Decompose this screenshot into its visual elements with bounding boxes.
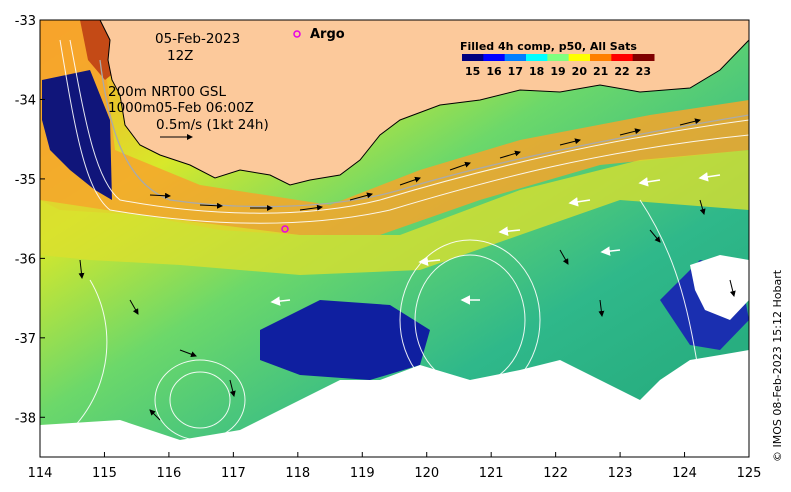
annotation-line1: 200m NRT00 GSL xyxy=(108,84,226,100)
colorbar-tick-label: 21 xyxy=(593,65,608,78)
colorbar xyxy=(462,54,655,61)
colorbar-swatch xyxy=(590,54,612,61)
x-tick-label: 122 xyxy=(543,466,568,481)
colorbar-tick-label: 20 xyxy=(572,65,588,78)
x-tick-label: 121 xyxy=(479,466,504,481)
colorbar-swatch xyxy=(568,54,591,61)
cloud-mask xyxy=(40,350,749,457)
current-vectors xyxy=(78,118,736,421)
land-mass xyxy=(100,20,749,185)
argo-float-marker xyxy=(281,225,289,233)
colorbar-tick-label: 16 xyxy=(486,65,502,78)
x-tick-label: 114 xyxy=(28,466,53,481)
colorbar-tick-label: 17 xyxy=(508,65,523,78)
contour-lines xyxy=(59,39,749,441)
argo-marker-legend xyxy=(293,30,301,38)
y-tick-label: -37 xyxy=(15,332,36,347)
yellow-band xyxy=(40,150,749,275)
cold-eddy xyxy=(260,300,430,380)
x-tick-label: 115 xyxy=(92,466,117,481)
annotation-line2: 1000m05-Feb 06:00Z xyxy=(108,100,254,116)
plot-frame xyxy=(39,19,750,458)
colorbar-title: Filled 4h comp, p50, All Sats xyxy=(460,40,637,53)
current-vectors-white xyxy=(270,172,721,306)
colorbar-tick-label: 23 xyxy=(636,65,651,78)
colorbar-tick-label: 19 xyxy=(550,65,565,78)
colorbar-tick-label: 18 xyxy=(529,65,544,78)
x-tick-label: 125 xyxy=(737,466,762,481)
colorbar-swatch xyxy=(504,54,527,61)
argo-label: Argo xyxy=(310,27,345,42)
colorbar-tick-label: 22 xyxy=(614,65,629,78)
x-tick-label: 120 xyxy=(414,466,439,481)
colorbar-swatch xyxy=(632,54,655,61)
colorbar-ticks: 15 16 17 18 19 20 21 22 23 xyxy=(465,65,651,78)
colorbar-tick-label: 15 xyxy=(465,65,480,78)
x-tick-label: 117 xyxy=(221,466,246,481)
y-tick-label: -36 xyxy=(15,252,36,267)
credit-text: © IMOS 08-Feb-2023 15:12 Hobart xyxy=(771,269,784,462)
x-tick-label: 124 xyxy=(672,466,697,481)
colorbar-swatch xyxy=(483,54,506,61)
colorbar-swatch xyxy=(462,54,484,61)
y-tick-label: -35 xyxy=(15,173,36,188)
colorbar-swatch xyxy=(526,54,548,61)
annotation-hour: 12Z xyxy=(167,48,193,64)
x-tick-label: 123 xyxy=(608,466,633,481)
cloud-mask-east xyxy=(690,255,749,320)
colorbar-swatch xyxy=(611,54,634,61)
y-axis: -33 -34 -35 -36 -37 -38 xyxy=(15,14,45,426)
x-tick-label: 116 xyxy=(156,466,181,481)
y-tick-label: -34 xyxy=(15,93,36,108)
annotation-date: 05-Feb-2023 xyxy=(155,31,240,47)
x-axis: 114 115 116 117 118 119 120 121 122 123 124 125 xyxy=(28,452,762,481)
y-tick-label: -33 xyxy=(15,14,36,29)
x-tick-label: 119 xyxy=(350,466,375,481)
annotation-line3: 0.5m/s (1kt 24h) xyxy=(156,117,269,133)
colorbar-swatch xyxy=(547,54,570,61)
isobath-200m xyxy=(99,59,749,208)
x-tick-label: 118 xyxy=(285,466,310,481)
y-tick-label: -38 xyxy=(15,411,36,426)
